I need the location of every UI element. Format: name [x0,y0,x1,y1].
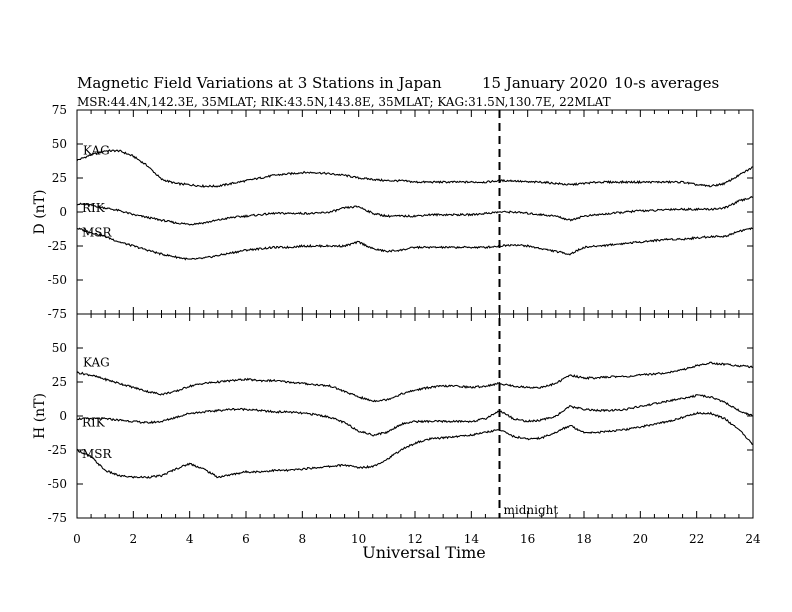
x-tick-label: 6 [242,532,250,546]
d-y-tick-label: 0 [59,205,67,219]
x-tick-label: 14 [464,532,480,546]
h-y-tick-label: -25 [48,443,67,457]
h-series-label-kag: KAG [83,355,110,369]
d-y-tick-label: 50 [52,137,67,151]
x-axis-label: Universal Time [362,543,485,562]
d-series-kag [76,149,754,188]
h-series-rik [76,394,753,437]
x-tick-label: 24 [745,532,761,546]
midnight-label: midnight [504,503,559,517]
d-series-label-msr: MSR [82,225,113,239]
d-y-tick-label: -25 [48,239,67,253]
h-series-kag [76,361,754,403]
d-series-rik [77,195,754,226]
chart-title: Magnetic Field Variations at 3 Stations … [77,74,442,92]
d-y-tick-label: 25 [52,171,67,185]
chart-date: 15 January 2020 [482,74,608,92]
chart-averaging: 10-s averages [614,74,719,92]
d-panel-frame [76,109,754,315]
x-tick-label: 2 [130,532,138,546]
h-series-label-msr: MSR [82,447,113,461]
x-tick-label: 18 [576,532,591,546]
d-series-label-rik: RIK [82,201,106,215]
x-tick-label: 12 [407,532,422,546]
d-y-tick-label: -50 [48,273,67,287]
h-series-msr [76,411,754,479]
h-axis-label: H (nT) [32,393,48,439]
h-y-tick-label: -50 [48,477,67,491]
x-tick-label: 16 [520,532,535,546]
stations-info: MSR:44.4N,142.3E, 35MLAT; RIK:43.5N,143.… [77,95,611,109]
d-axis-label: D (nT) [32,190,48,235]
d-panel: 75 50 25 0 -25 -50 -75 KAG RIK MSR [48,103,754,321]
x-tick-label: 8 [299,532,307,546]
h-y-tick-label: 25 [52,375,67,389]
h-y-tick-label: -75 [48,511,67,525]
h-series-label-rik: RIK [82,416,106,430]
x-tick-label: 22 [689,532,704,546]
d-series-label-kag: KAG [83,143,110,157]
h-y-tick-label: 50 [52,341,67,355]
d-series-msr [76,227,754,261]
d-y-tick-label: -75 [48,307,67,321]
d-y-tick-label: 75 [52,103,67,117]
x-tick-label: 4 [186,532,194,546]
x-tick-label: 20 [633,532,648,546]
h-y-tick-label: 0 [59,409,67,423]
x-tick-label: 0 [73,532,81,546]
x-tick-label: 10 [351,532,366,546]
